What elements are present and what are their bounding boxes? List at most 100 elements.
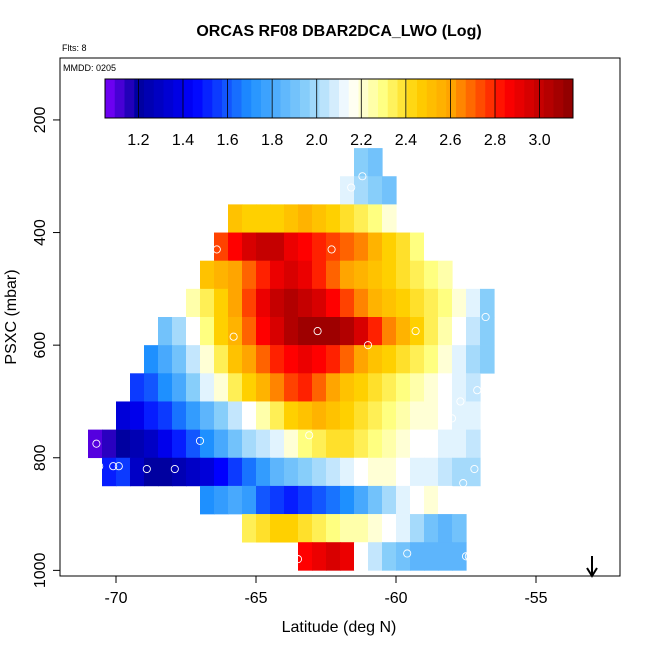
heatmap-cell xyxy=(424,373,439,402)
heatmap-cell xyxy=(438,401,453,430)
heatmap-cell xyxy=(214,401,229,430)
heatmap-cell xyxy=(354,401,369,430)
heatmap-cell xyxy=(228,204,243,233)
observation-point xyxy=(195,436,205,445)
heatmap-cell xyxy=(256,345,271,374)
colorbar-swatch xyxy=(475,79,486,118)
heatmap-cell xyxy=(382,288,397,318)
heatmap-cell xyxy=(396,429,411,459)
heatmap-cell xyxy=(284,401,299,430)
observation-point xyxy=(114,462,123,471)
colorbar-swatch xyxy=(358,79,369,118)
heatmap-cell xyxy=(228,485,243,515)
colorbar-swatch xyxy=(553,79,564,118)
heatmap-cell xyxy=(242,232,257,261)
heatmap-cell xyxy=(382,457,397,487)
colorbar-swatch xyxy=(504,79,515,118)
heatmap-cell xyxy=(186,457,201,487)
heatmap-cell xyxy=(340,260,355,290)
heatmap-cell xyxy=(172,373,187,402)
colorbar-swatch xyxy=(280,79,291,118)
heatmap-cell xyxy=(242,204,257,233)
heatmap-cell xyxy=(200,260,215,290)
heatmap-cell xyxy=(256,260,271,290)
heatmap-cell xyxy=(382,429,397,459)
heatmap-cell xyxy=(298,317,313,346)
colorbar-tick-label: 1.6 xyxy=(216,132,238,149)
observation-point xyxy=(481,312,490,322)
heatmap-cell xyxy=(354,148,369,177)
heatmap-cell xyxy=(228,401,243,430)
heatmap-cell xyxy=(270,429,285,459)
heatmap-cell xyxy=(410,373,425,402)
colorbar-swatch xyxy=(524,79,535,118)
heatmap-cell xyxy=(354,345,369,374)
heatmap-cell xyxy=(452,288,467,318)
heatmap-cell xyxy=(312,485,327,515)
x-axis: -70 -65 -60 -55 xyxy=(104,576,548,607)
heatmap-cell xyxy=(382,204,397,233)
heatmap-cell xyxy=(466,401,481,430)
heatmap-cell xyxy=(340,401,355,430)
heatmap-cell xyxy=(284,373,299,402)
heatmap-cell xyxy=(368,457,383,487)
colorbar-tick-label: 1.2 xyxy=(127,132,149,149)
heatmap-cell xyxy=(340,457,355,487)
heatmap-cell xyxy=(312,401,327,430)
heatmap-cell xyxy=(284,485,299,515)
heatmap-cell xyxy=(102,457,117,487)
observation-point xyxy=(92,439,101,448)
heatmap-cell xyxy=(284,317,299,346)
heatmap-cell xyxy=(284,345,299,374)
heatmap-cell xyxy=(228,260,243,290)
heatmap-cell xyxy=(270,373,285,402)
heatmap-cell xyxy=(396,345,411,374)
heatmap-cell xyxy=(312,260,327,290)
heatmap-cell xyxy=(312,542,327,571)
observation-point xyxy=(313,327,322,336)
y-tick-label: 600 xyxy=(32,332,49,359)
colorbar-swatch xyxy=(397,79,408,118)
heatmap-cell xyxy=(270,457,285,487)
heatmap-cell xyxy=(172,429,187,459)
colorbar-swatch xyxy=(339,79,350,118)
heatmap-cell xyxy=(256,288,271,318)
heatmap-cell xyxy=(214,345,229,374)
heatmap-cell xyxy=(382,232,397,261)
heatmap-cell xyxy=(242,457,257,487)
heatmap-cell xyxy=(354,204,369,233)
heatmap-cell xyxy=(242,345,257,374)
heatmap-cell xyxy=(130,373,145,402)
heatmap-cell xyxy=(438,457,453,487)
y-tick-label: 200 xyxy=(32,106,49,133)
heatmap-cell xyxy=(186,373,201,402)
heatmap-cell xyxy=(410,260,425,290)
heatmap-cell xyxy=(214,317,229,346)
heatmap-cell xyxy=(298,401,313,430)
colorbar-tick-label: 2.2 xyxy=(350,132,372,149)
heatmap-cell xyxy=(312,457,327,487)
y-tick-label: 800 xyxy=(32,444,49,471)
heatmap-cell xyxy=(354,457,369,487)
heatmap-cell xyxy=(326,542,341,571)
heatmap-cell xyxy=(424,457,439,487)
observation-point xyxy=(109,462,118,471)
heatmap-cell xyxy=(144,429,159,459)
observation-point xyxy=(327,245,336,254)
heatmap-cell xyxy=(298,204,313,233)
colorbar-swatch xyxy=(348,79,359,118)
heatmap-cell xyxy=(438,429,453,459)
heatmap-cell xyxy=(326,232,341,261)
heatmap-cell xyxy=(228,232,243,261)
heatmap-cell xyxy=(354,542,369,571)
heatmap-cell xyxy=(284,514,299,543)
heatmap-cell xyxy=(256,401,271,430)
observation-point xyxy=(212,245,221,254)
heatmap-cell xyxy=(382,542,397,571)
heatmap-cell xyxy=(368,204,383,233)
heatmap-cell xyxy=(242,429,257,459)
heatmap-cell xyxy=(256,317,271,346)
heatmap-cell xyxy=(368,317,383,346)
observation-point xyxy=(347,183,356,192)
heatmap-cell xyxy=(186,317,201,346)
